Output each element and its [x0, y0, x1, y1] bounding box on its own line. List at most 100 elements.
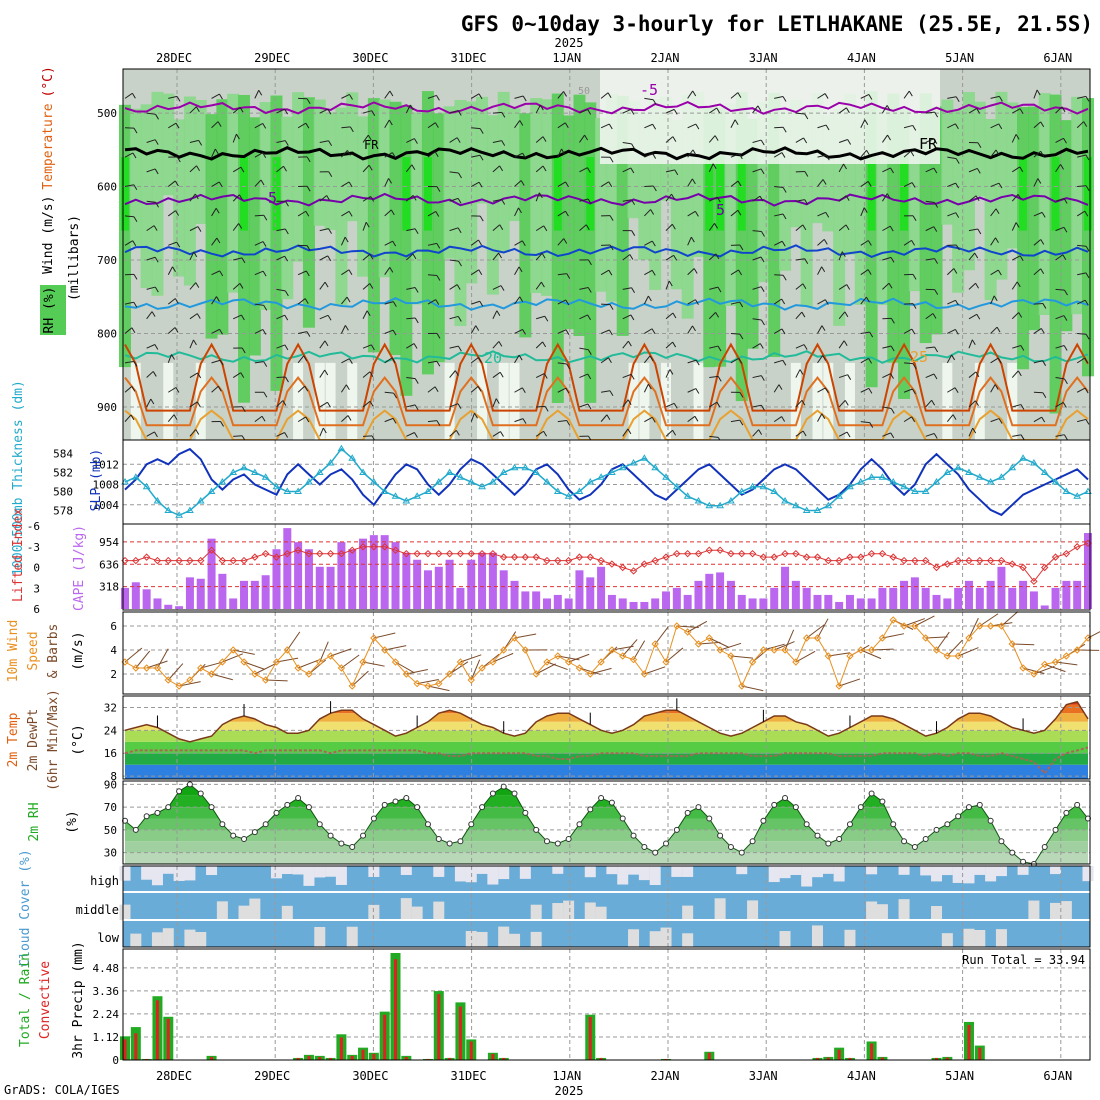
- surface-wind-barb: [828, 652, 851, 657]
- day-label-bottom: 1JAN: [552, 1069, 581, 1083]
- lifted-index-marker: [640, 560, 649, 568]
- lifted-index-marker: [965, 556, 973, 565]
- upper-wind-barb-flag: [647, 295, 652, 302]
- upper-wind-barb-flag: [803, 137, 808, 144]
- cloud-clear-cell: [249, 898, 261, 920]
- upper-wind-barb: [579, 403, 589, 408]
- temp-tick-label: 32: [104, 701, 117, 714]
- upper-wind-barb-flag: [694, 211, 699, 217]
- upper-wind-barb: [774, 126, 784, 129]
- rh-moist-column: [378, 99, 391, 278]
- rh-marker: [879, 798, 886, 805]
- upper-wind-barb: [254, 415, 263, 423]
- cloud-clear-cell: [779, 931, 791, 947]
- precip-convective-bar: [437, 994, 441, 1060]
- upper-wind-barb: [709, 375, 719, 379]
- upper-wind-barb: [860, 149, 867, 158]
- upper-wind-barb-flag: [498, 341, 503, 347]
- cloud-clear-cell: [411, 906, 423, 920]
- upper-wind-barb: [146, 139, 156, 143]
- upper-wind-barb-flag: [133, 184, 138, 190]
- contour-label: 25: [910, 348, 928, 366]
- temp-tick-label: 24: [104, 724, 118, 737]
- rh-moist-column: [540, 99, 553, 296]
- upper-wind-barb: [427, 386, 436, 393]
- upper-wind-barb: [925, 258, 935, 261]
- cape-bar: [445, 559, 454, 609]
- upper-wind-barb: [1077, 332, 1087, 335]
- upper-wind-barb-flag: [499, 372, 504, 378]
- upper-wind-barb: [882, 225, 891, 232]
- upper-wind-barb-flag: [521, 387, 526, 394]
- upper-wind-barb: [427, 211, 437, 217]
- upper-wind-barb: [254, 152, 263, 158]
- upper-wind-barb-flag: [975, 195, 980, 202]
- upper-wind-barb-flag: [154, 286, 159, 293]
- upper-wind-barb: [535, 165, 544, 173]
- wind-speed-marker: [424, 682, 432, 690]
- cloud-clear-cell: [811, 925, 823, 947]
- lifted-index-marker: [1073, 543, 1081, 551]
- upper-wind-barb: [947, 328, 956, 334]
- thickness-marker: [369, 478, 378, 485]
- upper-wind-barb-flag: [587, 109, 592, 115]
- thickness-marker: [965, 468, 973, 475]
- temp-line: [124, 700, 1089, 743]
- thickness-marker: [305, 478, 313, 485]
- upper-wind-barb-flag: [458, 172, 462, 179]
- upper-wind-barb: [644, 153, 653, 158]
- upper-wind-barb: [557, 420, 567, 423]
- rh-moist-column: [400, 105, 413, 396]
- thickness-marker: [337, 444, 346, 452]
- upper-wind-barb: [1055, 164, 1061, 173]
- upper-wind-barb: [990, 182, 1000, 188]
- upper-wind-barb: [1076, 299, 1086, 305]
- upper-wind-barb: [903, 388, 913, 393]
- upper-wind-barb: [492, 199, 502, 202]
- cape-bar: [272, 549, 281, 609]
- upper-wind-barb: [319, 140, 329, 143]
- upper-wind-barb-flag: [608, 269, 613, 276]
- thickness-marker: [759, 482, 768, 490]
- upper-wind-barb: [211, 328, 220, 334]
- upper-wind-barb-flag: [391, 357, 396, 364]
- upper-wind-barb: [1076, 387, 1086, 393]
- upper-wind-barb-flag: [977, 228, 982, 235]
- upper-wind-barb: [124, 184, 134, 188]
- lifted-index-marker: [337, 549, 346, 558]
- rh-marker: [1020, 858, 1027, 865]
- cape-bar: [413, 559, 422, 609]
- upper-wind-barb-flag: [455, 430, 460, 436]
- upper-wind-barb-flag: [1063, 345, 1068, 351]
- upper-wind-barb-flag: [216, 296, 220, 302]
- upper-wind-barb-flag: [631, 287, 636, 294]
- thickness-marker: [867, 473, 876, 480]
- cape-bar: [716, 572, 725, 609]
- upper-wind-barb: [146, 311, 153, 320]
- upper-wind-barb: [773, 152, 783, 158]
- thickness-marker: [629, 459, 638, 466]
- upper-wind-barb-flag: [993, 295, 998, 302]
- contour-label: 20: [484, 349, 502, 367]
- precip-convective-bar: [978, 1047, 982, 1060]
- thickness-marker: [878, 473, 887, 480]
- surface-wind-barb: [676, 625, 699, 628]
- upper-wind-barb-flag: [565, 210, 569, 217]
- upper-wind-barb-flag: [174, 327, 179, 333]
- rh-marker: [349, 843, 356, 850]
- upper-wind-barb: [146, 286, 156, 290]
- rh-moist-column: [194, 100, 207, 224]
- wind-speed-marker: [521, 646, 530, 654]
- upper-wind-barb-flag: [760, 256, 765, 263]
- cape-bar: [1073, 580, 1082, 609]
- upper-wind-barb-flag: [934, 202, 939, 208]
- contour-label: -5: [640, 81, 658, 99]
- upper-wind-barb-flag: [692, 90, 697, 97]
- upper-wind-barb: [536, 315, 545, 320]
- surface-wind-barb: [741, 685, 764, 692]
- upper-wind-barb-flag: [1037, 178, 1042, 184]
- wind-speed-marker: [543, 658, 551, 666]
- upper-wind-barb-flag: [263, 305, 268, 311]
- surface-wind-barb: [470, 659, 481, 681]
